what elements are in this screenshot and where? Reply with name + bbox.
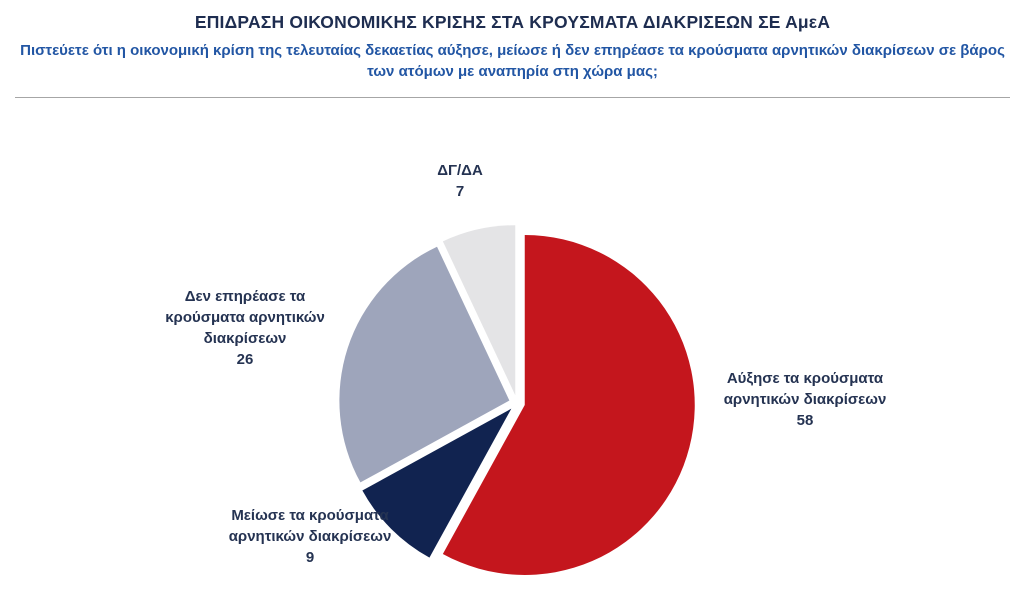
slice-label-dgda: ΔΓ/ΔΑ 7 bbox=[385, 160, 535, 202]
header-divider bbox=[15, 97, 1010, 98]
pie-slice-2 bbox=[339, 246, 510, 483]
slice-label-text: Αύξησε τα κρούσματα αρνητικών διακρίσεων bbox=[723, 370, 887, 408]
slice-value: 58 bbox=[796, 412, 814, 429]
slice-label-decrease: Μείωσε τα κρούσματα αρνητικών διακρίσεων… bbox=[195, 505, 425, 568]
pie-slice-0 bbox=[442, 234, 695, 575]
slice-value: 26 bbox=[236, 351, 254, 368]
slice-label-text: Δεν επηρέασε τα κρούσματα αρνητικών διακ… bbox=[165, 288, 325, 347]
slice-label-no-effect: Δεν επηρέασε τα κρούσματα αρνητικών διακ… bbox=[150, 286, 340, 370]
slice-label-text: Μείωσε τα κρούσματα αρνητικών διακρίσεων bbox=[228, 507, 392, 545]
pie-slice-3 bbox=[442, 225, 516, 396]
slice-value: 7 bbox=[455, 183, 465, 200]
chart-title: ΕΠΙΔΡΑΣΗ ΟΙΚΟΝΟΜΙΚΗΣ ΚΡΙΣΗΣ ΣΤΑ ΚΡΟΥΣΜΑΤ… bbox=[194, 12, 831, 32]
slice-value: 9 bbox=[305, 549, 315, 566]
pie-slice-1 bbox=[362, 408, 512, 558]
slice-label-increase: Αύξησε τα κρούσματα αρνητικών διακρίσεων… bbox=[695, 368, 915, 431]
chart-header: ΕΠΙΔΡΑΣΗ ΟΙΚΟΝΟΜΙΚΗΣ ΚΡΙΣΗΣ ΣΤΑ ΚΡΟΥΣΜΑΤ… bbox=[0, 0, 1025, 98]
slice-label-text: ΔΓ/ΔΑ bbox=[437, 162, 483, 179]
chart-subtitle: Πιστεύετε ότι η οικονομική κρίση της τελ… bbox=[20, 42, 1005, 80]
